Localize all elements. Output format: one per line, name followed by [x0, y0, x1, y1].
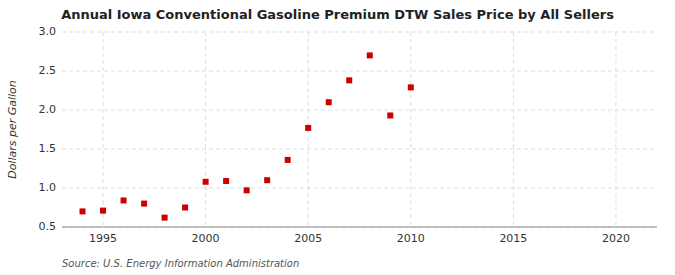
point	[223, 178, 229, 184]
point	[80, 208, 86, 214]
points	[80, 52, 414, 220]
point	[285, 157, 291, 163]
y-tick-label: 1.5	[39, 142, 57, 155]
point	[162, 215, 168, 221]
y-tick-label: 1.0	[39, 181, 57, 194]
point	[367, 52, 373, 58]
point	[326, 99, 332, 105]
x-axis-line	[62, 227, 657, 228]
title: Annual Iowa Conventional Gasoline Premiu…	[61, 7, 614, 22]
point	[346, 77, 352, 83]
y-grid-line	[62, 149, 657, 150]
point	[203, 179, 209, 185]
y-tick-label: 0.5	[39, 220, 57, 233]
chart: 0.5 1.0 1.5 2.0 2.5 3.0 1995 2000 2005 2010 2015 20…	[0, 0, 675, 275]
x-grid-line	[410, 32, 411, 227]
y-tick-label: 2.0	[39, 103, 57, 116]
point	[182, 205, 188, 211]
point	[100, 208, 106, 214]
grid	[62, 32, 657, 227]
x-grid-line	[205, 32, 206, 227]
point	[387, 112, 393, 118]
tick-labels: 0.5 1.0 1.5 2.0 2.5 3.0 1995 2000 2005 2010 2015 20…	[39, 25, 630, 245]
y-grid-line	[62, 110, 657, 111]
point	[264, 177, 270, 183]
y-tick-label: 3.0	[39, 25, 57, 38]
x-tick-label: 2005	[294, 232, 322, 245]
point	[305, 125, 311, 131]
y-grid-line	[62, 32, 657, 33]
y-axis-label: Dollars per Gallon	[6, 80, 19, 179]
y-grid-line	[62, 71, 657, 72]
x-tick-label: 1995	[89, 232, 117, 245]
x-grid-line	[103, 32, 104, 227]
x-tick-label: 2000	[192, 232, 220, 245]
y-tick-label: 2.5	[39, 64, 57, 77]
source: Source: U.S. Energy Information Administ…	[62, 258, 299, 269]
x-grid-line	[615, 32, 616, 227]
point	[408, 84, 414, 90]
point	[121, 197, 127, 203]
point	[244, 187, 250, 193]
x-tick-label: 2010	[397, 232, 425, 245]
y-grid-line	[62, 188, 657, 189]
point	[141, 201, 147, 207]
x-tick-label: 2015	[499, 232, 527, 245]
y-grid-line	[62, 227, 657, 228]
x-tick-label: 2020	[602, 232, 630, 245]
x-grid-line	[513, 32, 514, 227]
